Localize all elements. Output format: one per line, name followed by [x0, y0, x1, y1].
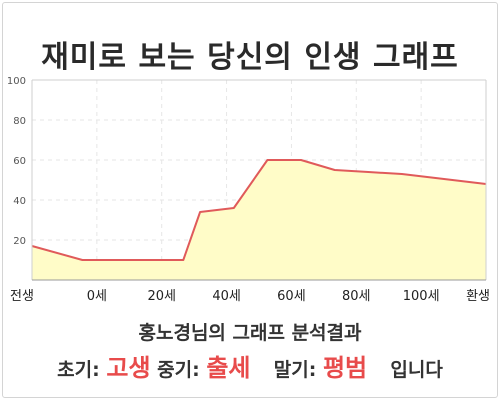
x-tick-label: 0세: [87, 289, 107, 304]
x-tick-label: 40세: [212, 289, 241, 304]
result-subtitle: 홍노경님의 그래프 분석결과: [138, 322, 362, 344]
page-title: 재미로 보는 당신의 인생 그래프: [41, 40, 459, 75]
y-tick-label: 80: [13, 116, 26, 127]
x-tick-label: 전생: [10, 289, 34, 304]
life-line: [31, 159, 487, 261]
y-tick-label: 60: [13, 156, 26, 167]
result-summary: 초기: 고생 중기: 출세 말기: 평범 입니다: [0, 348, 500, 383]
x-tick-label: 60세: [277, 289, 306, 304]
x-tick-label: 20세: [147, 289, 176, 304]
y-tick-label: 100: [7, 76, 26, 87]
mid-label: 중기:: [157, 359, 200, 381]
x-tick-label: 80세: [342, 289, 371, 304]
x-tick-labels: 전생 0세 20세 40세 60세 80세 100세 환생: [10, 289, 490, 304]
x-tick-label: 환생: [466, 289, 490, 304]
early-value: 고생: [106, 354, 151, 382]
late-label: 말기:: [273, 359, 317, 381]
early-label: 초기:: [57, 359, 100, 381]
x-tick-label: 100세: [403, 289, 440, 304]
y-tick-label: 20: [13, 236, 26, 247]
mid-value: 출세: [206, 354, 251, 382]
ending-text: 입니다: [390, 359, 443, 381]
y-tick-labels: 20 40 60 80 100: [7, 76, 26, 247]
life-area-fill: [32, 160, 486, 280]
late-value: 평범: [322, 354, 368, 382]
y-tick-label: 40: [13, 196, 26, 207]
